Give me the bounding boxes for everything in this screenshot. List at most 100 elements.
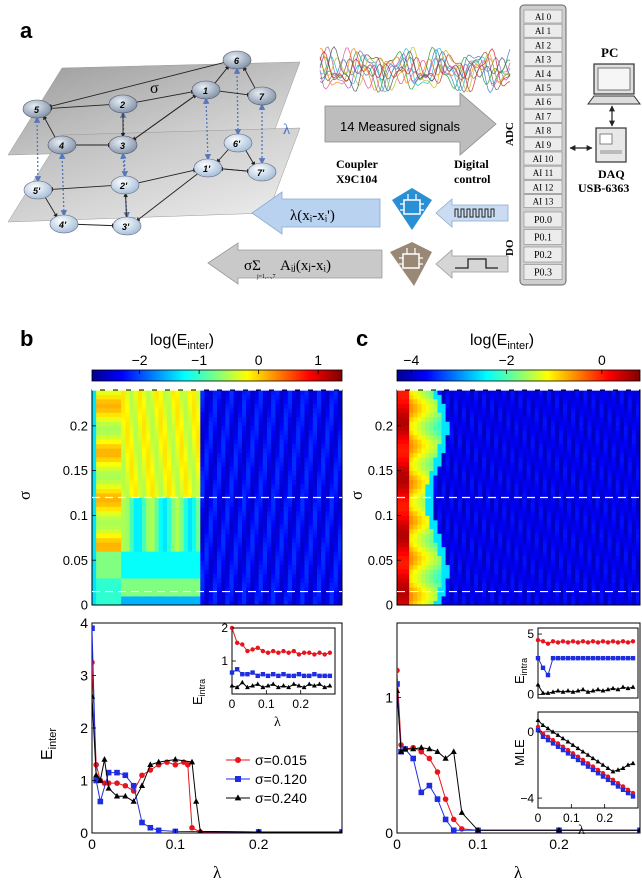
heatmap-cell (526, 390, 532, 395)
heatmap-cell (397, 515, 402, 521)
heatmap-cell (237, 569, 243, 575)
heatmap-cell (482, 403, 487, 409)
heatmap-cell (242, 470, 247, 476)
heatmap-cell (333, 515, 339, 521)
coupler-label-line1: Coupler (336, 157, 379, 171)
heatmap-cell (250, 515, 255, 521)
heatmap-cell (283, 564, 289, 570)
heatmap-cell (108, 528, 114, 534)
heatmap-cell (196, 425, 201, 431)
heatmap-cell (514, 390, 519, 395)
heatmap-cell (275, 582, 280, 588)
heatmap-cell (538, 425, 544, 431)
heatmap-cell (437, 510, 442, 516)
heatmap-cell (482, 497, 487, 503)
heatmap-cell (445, 497, 451, 503)
heatmap-cell (96, 470, 101, 476)
heatmap-cell (287, 569, 293, 575)
heatmap-cell (486, 578, 491, 584)
y-tick-label: 1 (221, 654, 228, 668)
heatmap-cell (325, 578, 330, 584)
heatmap-cell (162, 578, 168, 584)
heatmap-cell (258, 555, 264, 561)
heatmap-cell (92, 434, 97, 440)
heatmap-cell (221, 407, 226, 413)
heatmap-cell (233, 542, 239, 548)
heatmap-cell (217, 542, 222, 548)
colorbar-tick-label: −2 (132, 352, 148, 368)
heatmap-cell (154, 390, 160, 395)
lower-node (23, 180, 53, 200)
heatmap-cell (204, 434, 210, 440)
heatmap-cell (221, 390, 226, 395)
heatmap-cell (275, 578, 280, 584)
heatmap-cell (478, 555, 483, 561)
heatmap-cell (526, 501, 532, 507)
heatmap-cell (530, 578, 536, 584)
heatmap-cell (518, 479, 523, 485)
heatmap-cell (262, 591, 268, 597)
heatmap-cell (212, 578, 218, 584)
heatmap-cell (526, 569, 532, 575)
heatmap-cell (538, 546, 544, 552)
heatmap-cell (300, 412, 305, 418)
heatmap-cell (461, 484, 467, 489)
heatmap-cell (146, 506, 151, 512)
heatmap-cell (325, 551, 330, 557)
heatmap-cell (534, 537, 540, 543)
heatmap-cell (179, 448, 185, 454)
heatmap-cell (473, 398, 479, 404)
heatmap-cell (271, 479, 276, 485)
heatmap-cell (482, 551, 487, 557)
heatmap-cell (308, 452, 314, 458)
heatmap-cell (104, 596, 110, 601)
heatmap-cell (498, 439, 503, 445)
heatmap-cell (473, 425, 479, 431)
heatmap-cell (433, 443, 438, 449)
heatmap-cell (250, 390, 255, 395)
heatmap-cell (171, 407, 176, 413)
heatmap-cell (221, 569, 226, 575)
heatmap-cell (104, 488, 110, 494)
heatmap-cell (437, 573, 442, 579)
heatmap-cell (92, 430, 97, 436)
heatmap-cell (469, 600, 475, 606)
heatmap-cell (300, 448, 305, 454)
heatmap-cell (506, 434, 511, 440)
heatmap-cell (457, 470, 463, 476)
heatmap-cell (196, 582, 201, 588)
heatmap-cell (417, 546, 422, 552)
heatmap-cell (538, 582, 544, 588)
heatmap-cell (317, 475, 322, 480)
heatmap-cell (510, 479, 515, 485)
heatmap-cell (473, 560, 479, 566)
heatmap-cell (237, 519, 243, 525)
heatmap-cell (279, 488, 285, 494)
heatmap-cell (429, 470, 434, 476)
heatmap-cell (250, 537, 255, 543)
heatmap-cell (433, 390, 438, 395)
heatmap-cell (437, 542, 442, 548)
heatmap-cell (167, 506, 172, 512)
heatmap-cell (461, 560, 467, 566)
heatmap-cell (409, 519, 414, 525)
heatmap-cell (304, 528, 310, 534)
heatmap-cell (300, 488, 305, 494)
heatmap-cell (421, 546, 426, 552)
heatmap-cell (518, 582, 523, 588)
heatmap-cell (421, 488, 426, 494)
heatmap-cell (397, 582, 402, 588)
heatmap-cell (179, 582, 185, 588)
c-colorbar-label: log(Einter) (470, 332, 534, 352)
heatmap-cell (158, 578, 164, 584)
heatmap-cell (482, 596, 487, 601)
heatmap-cell (317, 510, 322, 516)
heatmap-cell (433, 439, 438, 445)
heatmap-cell (325, 394, 330, 400)
heatmap-cell (433, 537, 438, 543)
heatmap-cell (473, 484, 479, 489)
heatmap-cell (405, 466, 410, 472)
heatmap-cell (196, 466, 201, 472)
heatmap-cell (312, 493, 318, 498)
heatmap-cell (490, 421, 495, 427)
